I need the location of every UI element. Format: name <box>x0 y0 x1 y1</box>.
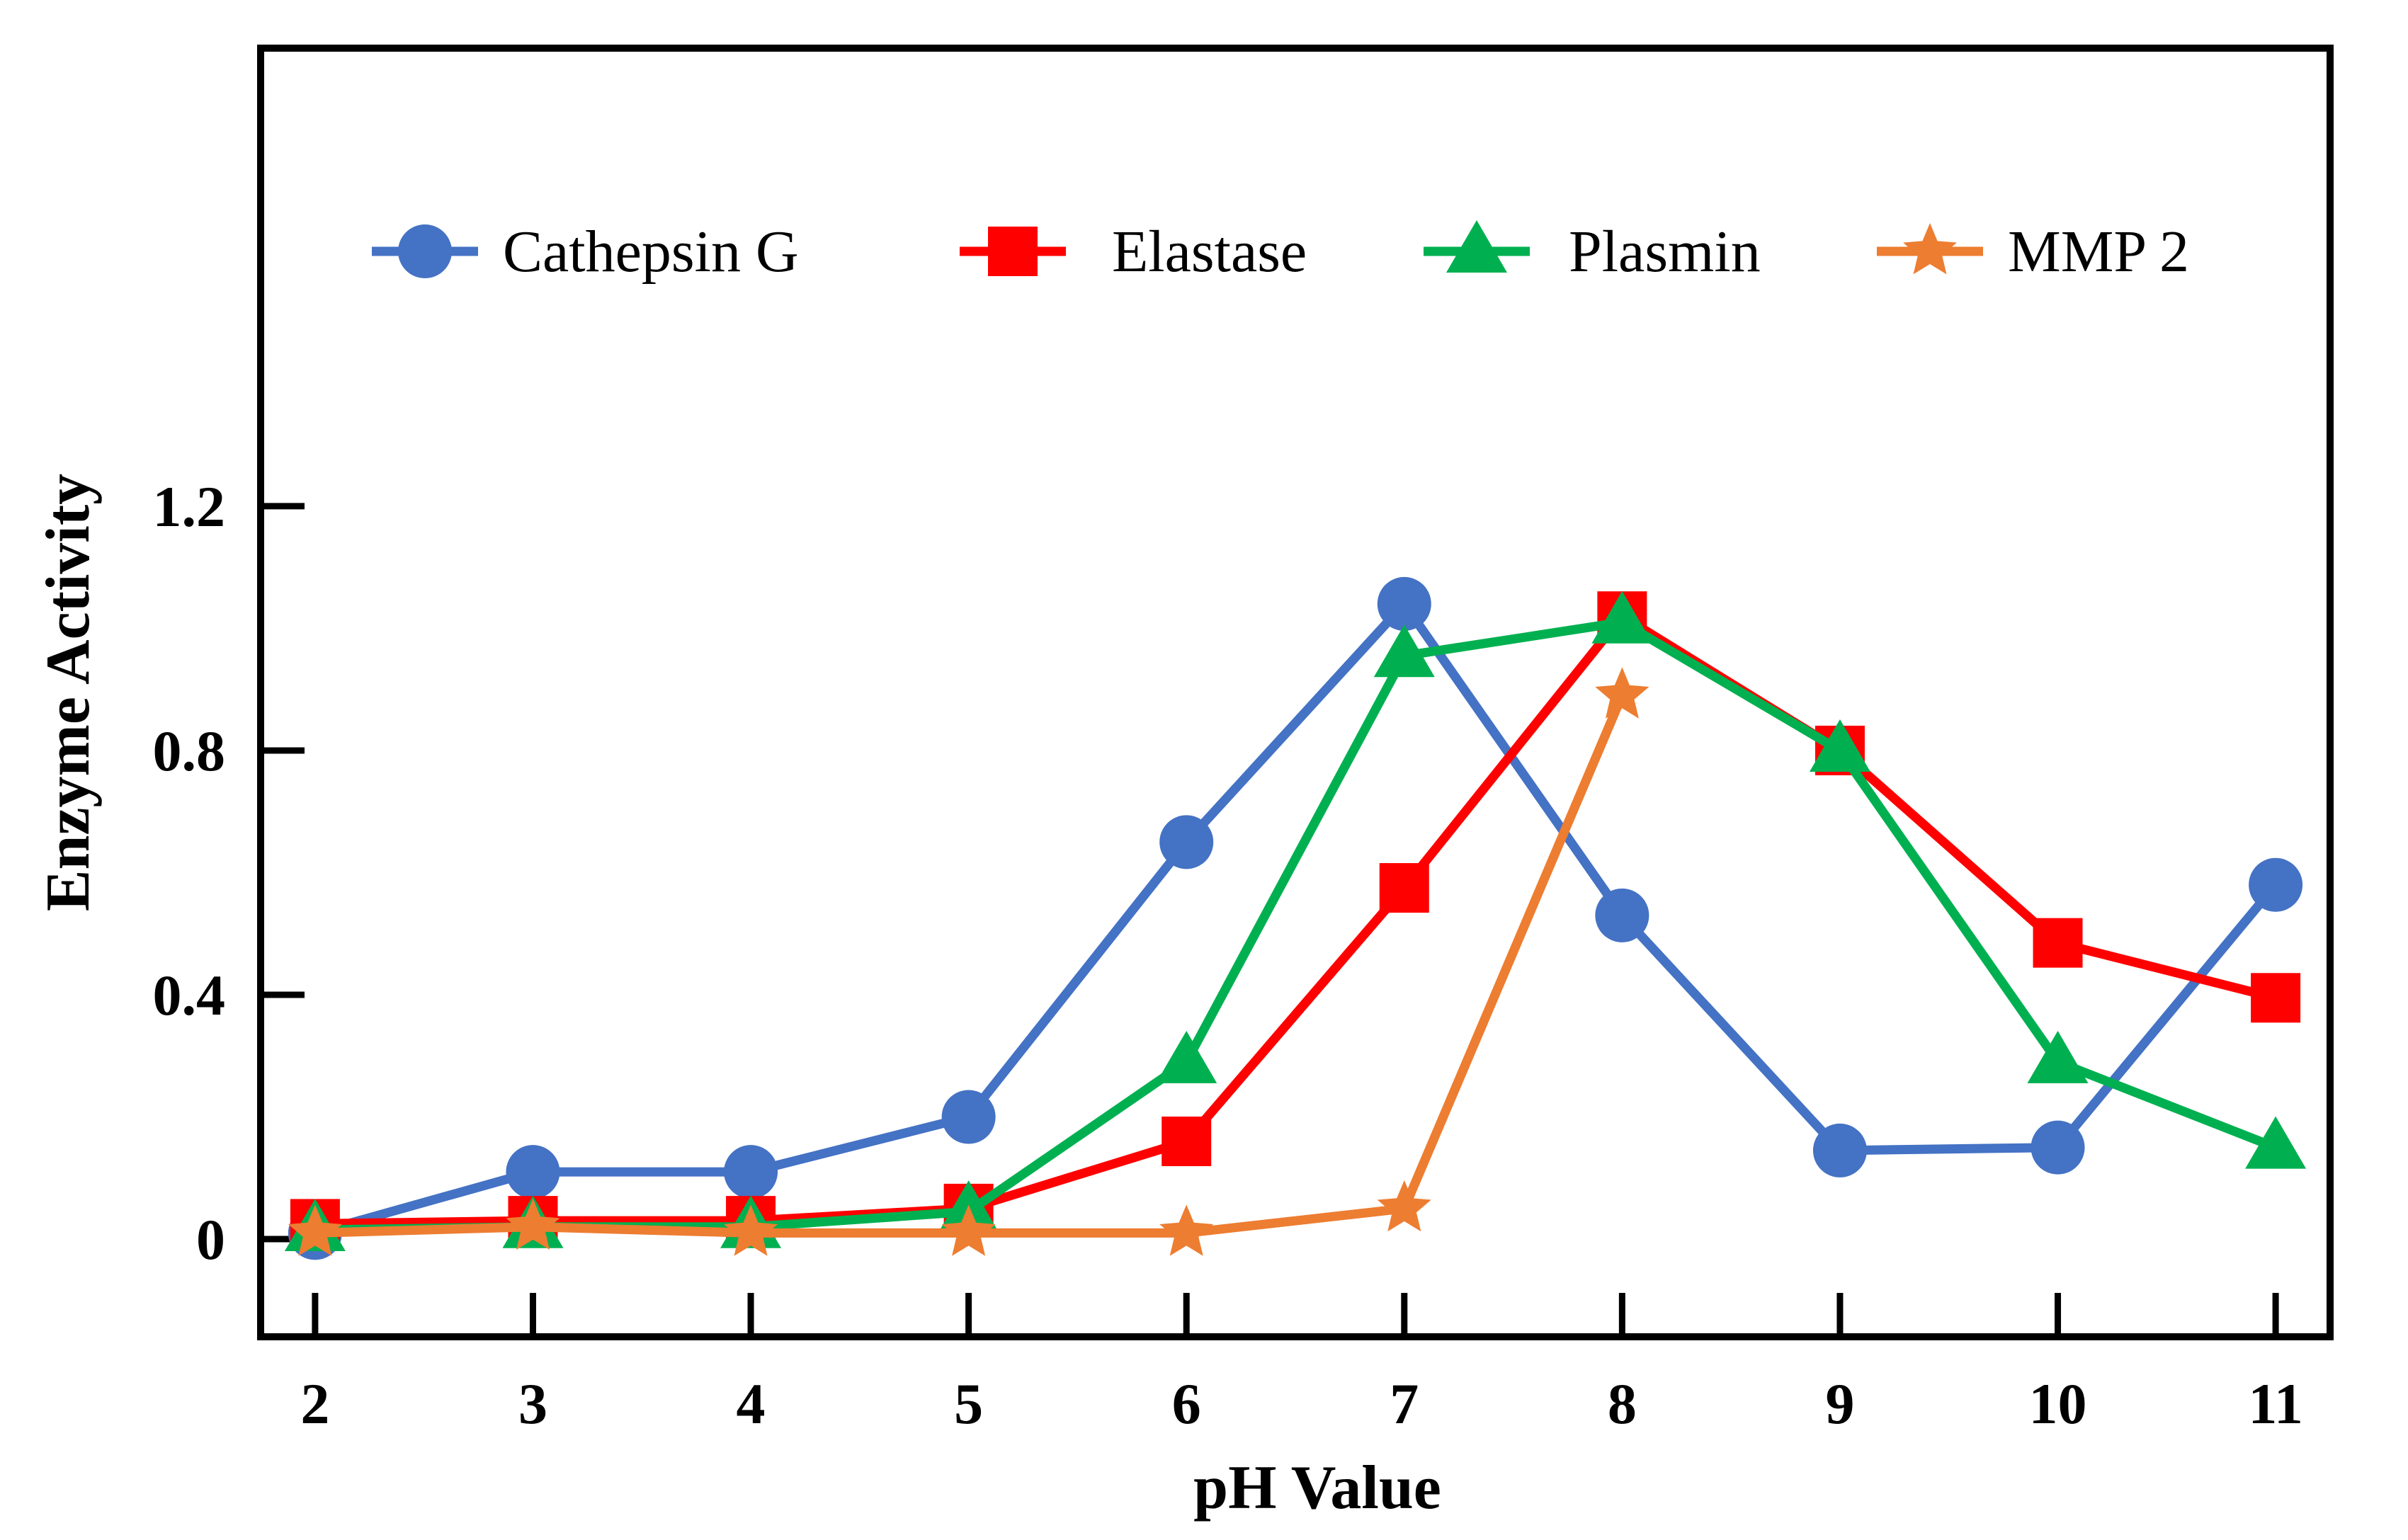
x-axis: 2 3 4 5 6 7 8 9 10 11 <box>300 1293 2303 1436</box>
data-point-elastase <box>1162 1116 1212 1166</box>
legend-label: Cathepsin G <box>503 219 799 285</box>
x-tick-label: 11 <box>2248 1371 2302 1436</box>
data-point-mmp-2 <box>1595 667 1649 719</box>
legend-label: Elastase <box>1112 219 1307 285</box>
data-point-mmp-2 <box>506 1198 560 1250</box>
data-point-cathepsin-g <box>1812 1123 1867 1177</box>
legend-marker <box>1903 223 1957 275</box>
legend-label: Plasmin <box>1569 219 1761 285</box>
legend-item-plasmin: Plasmin <box>1424 219 1761 285</box>
legend-marker <box>1446 220 1507 273</box>
data-point-plasmin <box>1156 1030 1217 1083</box>
data-point-elastase <box>2033 918 2083 968</box>
legend-marker <box>398 224 452 278</box>
data-point-cathepsin-g <box>1377 576 1431 631</box>
data-point-plasmin <box>2245 1116 2307 1169</box>
data-point-mmp-2 <box>288 1204 342 1256</box>
legend-item-mmp-2: MMP 2 <box>1877 219 2189 285</box>
data-point-cathepsin-g <box>724 1145 778 1199</box>
x-tick-label: 6 <box>1172 1371 1201 1436</box>
data-point-mmp-2 <box>1159 1204 1214 1256</box>
data-point-cathepsin-g <box>1159 815 1214 869</box>
x-tick-label: 10 <box>2029 1371 2087 1436</box>
data-point-mmp-2 <box>941 1204 996 1256</box>
y-axis: 0 0.4 0.8 1.2 <box>153 474 305 1272</box>
data-point-plasmin <box>2027 1030 2089 1083</box>
legend-item-elastase: Elastase <box>960 219 1307 285</box>
x-tick-label: 3 <box>518 1371 547 1436</box>
legend-label: MMP 2 <box>2008 219 2189 285</box>
data-point-cathepsin-g <box>2031 1120 2085 1175</box>
x-tick-label: 5 <box>954 1371 983 1436</box>
series-mmp-2 <box>288 667 1649 1256</box>
x-tick-label: 4 <box>737 1371 766 1436</box>
data-point-plasmin <box>1373 624 1435 678</box>
x-tick-label: 9 <box>1825 1371 1854 1436</box>
data-point-cathepsin-g <box>1595 888 1649 942</box>
series-line-mmp-2 <box>314 693 1627 1238</box>
y-tick-label: 1.2 <box>153 474 226 539</box>
data-point-cathepsin-g <box>506 1145 560 1199</box>
series-line-elastase <box>314 611 2277 1228</box>
series-cathepsin-g <box>288 576 2303 1260</box>
legend-item-cathepsin-g: Cathepsin G <box>372 219 799 285</box>
series-layer <box>284 576 2307 1260</box>
data-point-plasmin <box>1591 591 1653 644</box>
series-line-plasmin <box>314 617 2278 1235</box>
y-tick-label: 0.8 <box>153 719 226 783</box>
data-point-plasmin <box>1809 719 1870 772</box>
series-line-cathepsin-g <box>314 599 2280 1238</box>
x-tick-label: 8 <box>1608 1371 1637 1436</box>
data-point-cathepsin-g <box>2249 857 2303 912</box>
data-point-elastase <box>2251 973 2301 1023</box>
plot-frame <box>257 45 2334 1340</box>
x-axis-title: pH Value <box>1193 1454 1441 1522</box>
x-tick-label: 7 <box>1390 1371 1419 1436</box>
y-tick-label: 0 <box>196 1207 225 1272</box>
data-point-mmp-2 <box>1377 1180 1431 1232</box>
legend: Cathepsin G Elastase Plasmin MMP 2 <box>372 219 2189 285</box>
legend-marker <box>988 227 1038 276</box>
y-axis-title: Enzyme Activity <box>34 474 103 911</box>
data-point-mmp-2 <box>724 1204 778 1256</box>
data-point-elastase <box>1379 863 1429 913</box>
data-point-cathepsin-g <box>941 1090 996 1144</box>
x-tick-label: 2 <box>300 1371 329 1436</box>
y-tick-label: 0.4 <box>153 963 226 1027</box>
